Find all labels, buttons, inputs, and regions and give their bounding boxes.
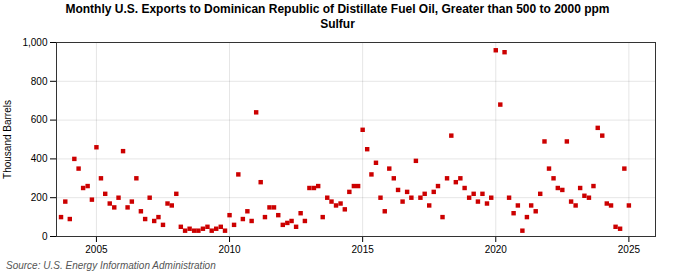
svg-text:2010: 2010 <box>218 244 241 255</box>
svg-text:600: 600 <box>31 114 48 125</box>
svg-text:2025: 2025 <box>618 244 641 255</box>
svg-text:400: 400 <box>31 153 48 164</box>
svg-text:Thousand Barrels: Thousand Barrels <box>2 100 13 179</box>
svg-text:2015: 2015 <box>352 244 375 255</box>
svg-text:1,000: 1,000 <box>22 37 47 48</box>
svg-text:2020: 2020 <box>485 244 508 255</box>
svg-text:0: 0 <box>42 231 48 242</box>
html-text:Monthly U.S. Exports to Domini: Monthly U.S. Exports to Dominican Republ… <box>65 2 610 31</box>
svg-text:200: 200 <box>31 192 48 203</box>
svg-text:2005: 2005 <box>85 244 108 255</box>
html-text:Source: U.S. Energy Informatio: Source: U.S. Energy Information Administ… <box>6 260 216 271</box>
svg-text:800: 800 <box>31 76 48 87</box>
